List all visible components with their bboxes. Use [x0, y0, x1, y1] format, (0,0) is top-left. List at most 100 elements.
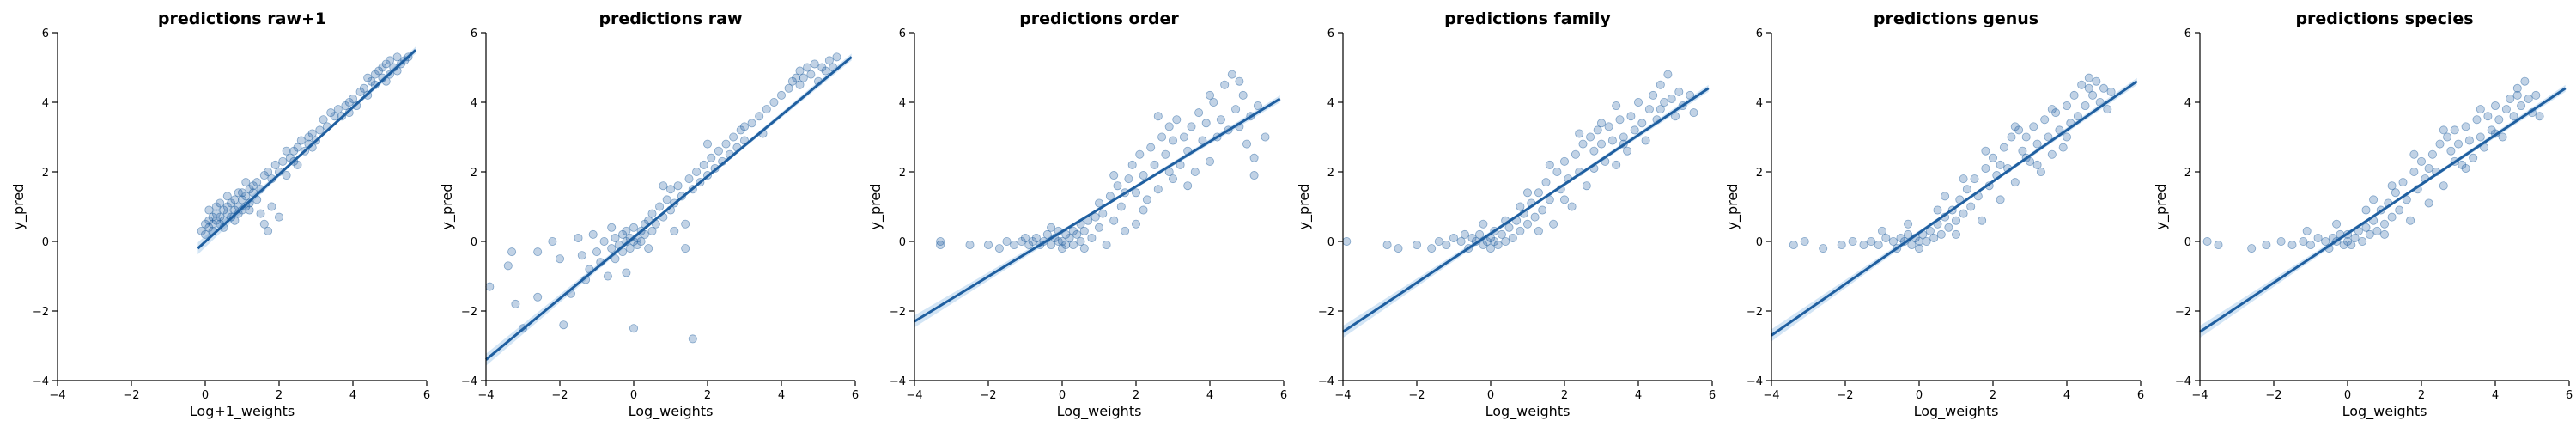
data-point [1047, 223, 1056, 232]
data-point [1534, 226, 1543, 235]
data-point [1612, 160, 1621, 169]
data-point [1497, 229, 1506, 239]
data-point [1010, 241, 1019, 250]
data-point [1479, 219, 1488, 229]
data-point [1615, 115, 1625, 125]
data-point [1586, 132, 1595, 142]
data-point [1589, 146, 1599, 156]
x-tick-label: 0 [630, 389, 637, 402]
chart-title: predictions raw+1 [158, 9, 326, 28]
data-point [1656, 80, 1665, 89]
data-point [2372, 226, 2382, 235]
data-point [2007, 132, 2016, 142]
data-point [2369, 195, 2379, 204]
data-point [2446, 146, 2456, 156]
data-point [1132, 219, 1141, 229]
data-point [200, 229, 210, 239]
data-point [1072, 229, 1082, 239]
data-point [1819, 244, 1828, 253]
y-tick-label: −4 [890, 375, 906, 388]
data-point [1567, 202, 1577, 211]
data-point [984, 241, 993, 250]
y-tick-label: 2 [1756, 167, 1763, 180]
data-point [2062, 101, 2071, 111]
data-point [2406, 216, 2415, 225]
y-tick-label: 6 [1756, 27, 1763, 40]
data-point [1789, 241, 1798, 250]
data-point [222, 192, 232, 201]
data-point [1597, 139, 1607, 149]
y-tick-label: 4 [2184, 97, 2191, 110]
x-tick-label: 6 [423, 389, 430, 402]
data-point [588, 229, 598, 239]
data-point [1988, 153, 1997, 162]
y-axis-label: y_pred [2153, 184, 2170, 230]
data-point [2424, 163, 2433, 173]
x-tick-label: 4 [2063, 389, 2070, 402]
data-point [806, 70, 816, 79]
data-point [533, 247, 543, 257]
data-point [2464, 136, 2474, 145]
chart-title: predictions species [2295, 9, 2473, 28]
data-point [994, 244, 1004, 253]
y-axis-label: y_pred [10, 184, 27, 230]
data-point [1102, 241, 1111, 250]
data-point [1936, 229, 1946, 239]
data-point [1607, 136, 1617, 145]
regression-line [914, 97, 1281, 323]
x-tick-label: 0 [2344, 389, 2351, 402]
data-point [2044, 132, 2053, 142]
data-point [795, 66, 805, 76]
x-tick-label: −4 [2191, 389, 2208, 402]
data-point [799, 73, 808, 82]
x-tick-label: −2 [980, 389, 996, 402]
data-point [755, 112, 764, 121]
data-point [1578, 139, 1588, 149]
data-point [230, 216, 240, 225]
data-point [1501, 236, 1510, 246]
scatter-points [1789, 73, 2116, 253]
data-point [1394, 244, 1403, 253]
data-point [1549, 219, 1558, 229]
data-point [2535, 112, 2544, 121]
y-axis-label: y_pred [1724, 184, 1741, 230]
data-point [1124, 174, 1133, 184]
y-axis-label: y_pred [867, 184, 884, 230]
data-point [319, 115, 328, 125]
data-point [2069, 90, 2079, 100]
data-point [1545, 195, 1554, 204]
data-point [1630, 125, 1639, 135]
x-tick-label: −2 [123, 389, 139, 402]
data-point [1944, 223, 1953, 232]
data-point [1877, 226, 1886, 235]
data-point [2379, 229, 2389, 239]
data-point [1042, 229, 1052, 239]
y-tick-label: −4 [1747, 375, 1763, 388]
y-tick-label: 6 [1327, 27, 1334, 40]
data-point [2032, 160, 2042, 169]
data-point [1571, 149, 1580, 159]
y-tick-label: −4 [2175, 375, 2191, 388]
chart-panel-2: predictions raw −4 −2 0 2 4 6 −4 −2 0 2 4 6 Log_weigh… [439, 9, 859, 420]
x-tick-label: 6 [2137, 389, 2144, 402]
data-point [556, 254, 565, 264]
data-point [1238, 90, 1248, 100]
data-point [2077, 80, 2087, 89]
data-point [1235, 76, 1244, 86]
x-axis-label: Log+1_weights [190, 403, 295, 420]
data-point [1113, 181, 1122, 191]
data-point [548, 236, 557, 246]
y-tick-label: 6 [471, 27, 477, 40]
x-tick-label: 6 [852, 389, 859, 402]
data-point [2287, 241, 2297, 250]
data-point [2021, 132, 2031, 142]
data-point [673, 181, 683, 191]
data-point [385, 56, 394, 65]
regression-line [2199, 87, 2567, 333]
data-point [1087, 233, 1097, 242]
data-point [2247, 244, 2257, 253]
data-point [714, 146, 723, 156]
data-point [241, 178, 251, 187]
data-point [1132, 188, 1141, 198]
data-point [293, 143, 302, 152]
